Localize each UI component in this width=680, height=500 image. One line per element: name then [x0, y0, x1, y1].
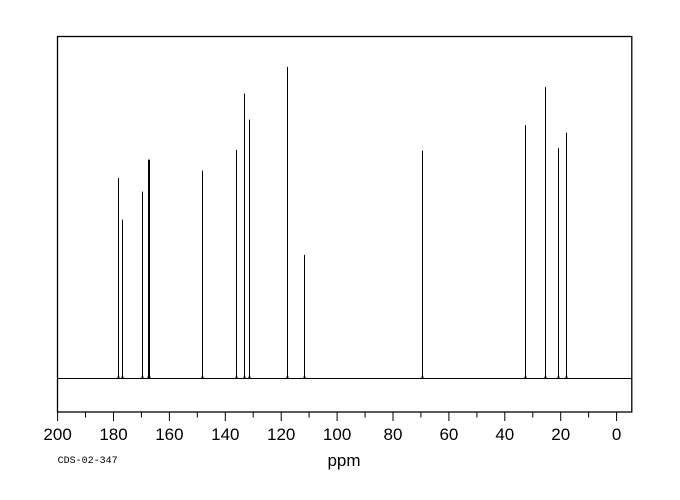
svg-text:60: 60: [439, 425, 458, 444]
svg-text:40: 40: [495, 425, 514, 444]
svg-text:140: 140: [211, 425, 239, 444]
svg-text:200: 200: [43, 425, 71, 444]
svg-text:20: 20: [551, 425, 570, 444]
svg-text:160: 160: [155, 425, 183, 444]
svg-text:100: 100: [323, 425, 351, 444]
svg-text:CDS-02-347: CDS-02-347: [58, 456, 118, 467]
svg-text:80: 80: [384, 425, 403, 444]
svg-text:0: 0: [612, 425, 621, 444]
svg-text:ppm: ppm: [327, 451, 360, 470]
svg-text:120: 120: [267, 425, 295, 444]
svg-text:180: 180: [99, 425, 127, 444]
